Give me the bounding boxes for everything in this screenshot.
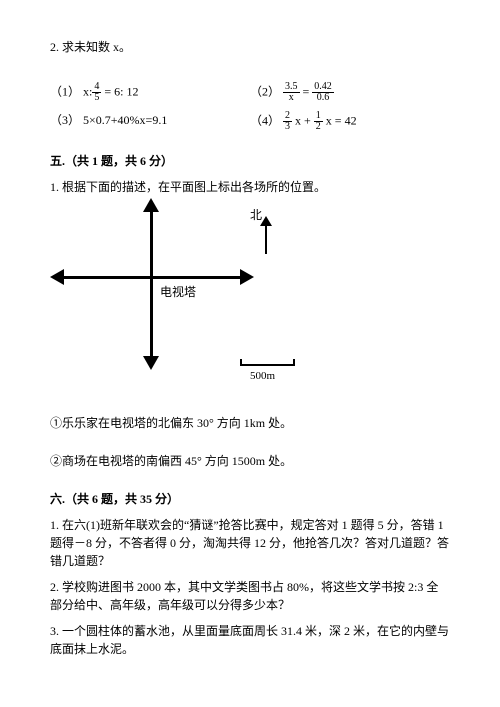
arrow-right [240,269,254,285]
eq1-frac: 45 [92,82,101,103]
scale-bar [240,364,295,366]
equation-2: （2） 3.5x = 0.420.6 [250,82,450,103]
eq4-mid: x + [292,113,314,127]
section-6-q3: 3. 一个圆柱体的蓄水池，从里面量底面周长 31.4 米，深 2 米，在它的内壁… [50,622,450,658]
section-6-q1: 1. 在六(1)班新年联欢会的“猜谜”抢答比赛中，规定答对 1 题得 5 分，答… [50,516,450,570]
eq4-f2-den: 2 [314,122,323,132]
eq3-label: （3） [50,113,80,127]
eq4-frac1: 23 [283,111,292,132]
section-6-header: 六.（共 6 题，共 35 分） [50,490,450,508]
equation-1: （1） x:45 = 6: 12 [50,82,250,103]
eq2-frac2: 0.420.6 [312,82,334,103]
problem-2-title: 2. 求未知数 x。 [50,38,450,56]
eq3-text: 5×0.7+40%x=9.1 [83,113,167,127]
section-5-header: 五.（共 1 题，共 6 分） [50,152,450,170]
eq1-prefix: x: [83,84,92,98]
eq1-label: （1） [50,84,80,98]
eq4-frac2: 12 [314,111,323,132]
eq1-frac-den: 5 [92,93,101,103]
diagram: 北 电视塔 500m [50,206,370,396]
section-6-q2: 2. 学校购进图书 2000 本，其中文学类图书占 80%，将这些文学书按 2:… [50,578,450,614]
eq2-frac2-den: 0.6 [312,93,334,103]
center-label: 电视塔 [160,283,196,301]
eq2-equals: = [300,84,313,98]
equation-4: （4） 23 x + 12 x = 42 [250,111,450,132]
eq2-frac1-den: x [283,93,300,103]
arrow-up [143,198,159,212]
equation-row-2: （3） 5×0.7+40%x=9.1 （4） 23 x + 12 x = 42 [50,111,450,132]
eq4-f1-den: 3 [283,122,292,132]
equation-row-1: （1） x:45 = 6: 12 （2） 3.5x = 0.420.6 [50,82,450,103]
eq2-label: （2） [250,84,280,98]
section-5-sub1: ①乐乐家在电视塔的北偏东 30° 方向 1km 处。 [50,414,450,432]
scale-label: 500m [250,368,275,385]
section-5-sub2: ②商场在电视塔的南偏西 45° 方向 1500m 处。 [50,452,450,470]
eq1-suffix: = 6: 12 [101,84,138,98]
arrow-left [50,269,64,285]
equation-3: （3） 5×0.7+40%x=9.1 [50,111,250,132]
north-arrow-stem [265,224,267,254]
arrow-down [143,356,159,370]
scale-tick-right [293,359,295,366]
section-5-q1: 1. 根据下面的描述，在平面图上标出各场所的位置。 [50,178,450,196]
scale-tick-left [240,359,242,366]
eq4-label: （4） [250,113,280,127]
eq2-frac1: 3.5x [283,82,300,103]
axis-vertical [150,206,153,361]
eq4-suffix: x = 42 [323,113,357,127]
